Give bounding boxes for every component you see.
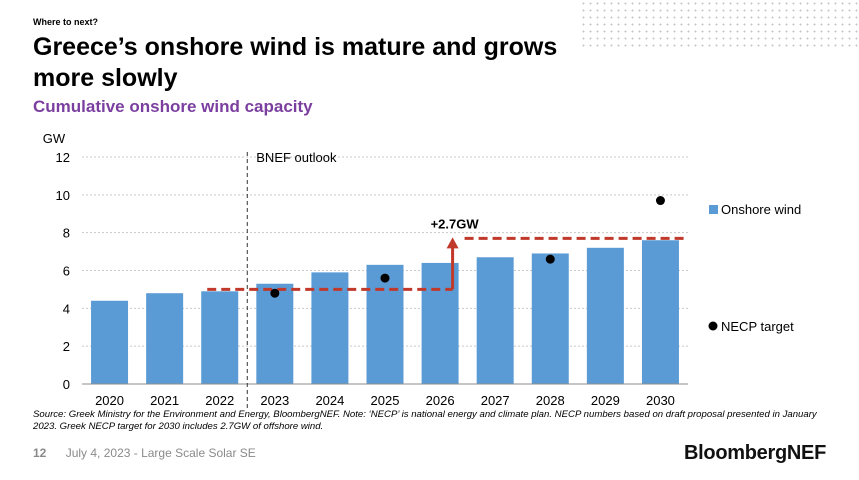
x-tick-label: 2021	[150, 393, 179, 408]
legend-swatch-necp	[708, 321, 718, 331]
y-tick-label: 6	[63, 264, 70, 279]
slide-footer: 12 July 4, 2023 - Large Scale Solar SE	[33, 446, 256, 460]
y-tick-label: 8	[63, 226, 70, 241]
slide-kicker: Where to next?	[33, 17, 99, 27]
necp-point-2028	[545, 254, 555, 264]
y-tick-label: 12	[56, 150, 70, 165]
bar-2027	[476, 257, 514, 384]
step-arrow-head	[446, 237, 459, 249]
x-tick-label: 2027	[481, 393, 510, 408]
y-tick-label: 4	[63, 301, 70, 316]
x-tick-label: 2023	[260, 393, 289, 408]
y-axis-label: GW	[43, 131, 66, 146]
bar-2021	[146, 293, 184, 384]
bar-2022	[201, 291, 239, 384]
slide-title: Greece’s onshore wind is mature and grow…	[33, 33, 558, 92]
bar-2023	[256, 283, 294, 384]
brand-logo: BloombergNEF	[684, 442, 826, 464]
x-tick-label: 2028	[536, 393, 565, 408]
bar-2030	[641, 240, 679, 384]
footer-text: July 4, 2023 - Large Scale Solar SE	[65, 446, 256, 460]
x-tick-label: 2029	[591, 393, 620, 408]
x-tick-label: 2020	[95, 393, 124, 408]
bar-2020	[91, 300, 129, 384]
necp-point-2025	[380, 273, 390, 283]
outlook-label: BNEF outlook	[256, 150, 337, 165]
necp-point-2023	[270, 288, 280, 298]
legend-label-onshore: Onshore wind	[721, 202, 801, 217]
legend-label-necp: NECP target	[721, 319, 794, 334]
y-tick-label: 0	[63, 377, 70, 392]
page-number: 12	[33, 446, 47, 460]
x-tick-label: 2025	[371, 393, 400, 408]
bar-2029	[586, 247, 624, 384]
bar-2024	[311, 272, 349, 384]
legend-swatch-onshore	[709, 205, 718, 214]
y-tick-label: 10	[56, 188, 70, 203]
chart-subtitle: Cumulative onshore wind capacity	[33, 97, 313, 116]
x-tick-label: 2030	[646, 393, 675, 408]
x-tick-label: 2022	[205, 393, 234, 408]
bar-2025	[366, 264, 404, 384]
decorative-dot-pattern	[580, 0, 859, 48]
step-label: +2.7GW	[431, 216, 480, 231]
bar-2028	[531, 253, 569, 384]
necp-point-2030	[655, 196, 665, 206]
x-tick-label: 2026	[426, 393, 455, 408]
source-note: Source: Greek Ministry for the Environme…	[33, 409, 817, 432]
y-tick-label: 2	[63, 339, 70, 354]
x-tick-label: 2024	[315, 393, 344, 408]
